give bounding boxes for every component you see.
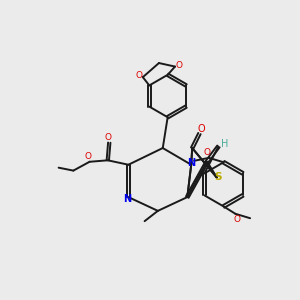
Text: O: O — [136, 71, 143, 80]
Text: S: S — [214, 172, 222, 182]
Text: N: N — [123, 194, 131, 204]
Text: O: O — [104, 133, 111, 142]
Text: O: O — [85, 152, 92, 161]
Text: O: O — [198, 124, 206, 134]
Text: O: O — [233, 215, 240, 224]
Text: O: O — [175, 61, 182, 70]
Text: O: O — [204, 148, 211, 157]
Text: N: N — [187, 158, 195, 168]
Text: H: H — [221, 139, 229, 148]
